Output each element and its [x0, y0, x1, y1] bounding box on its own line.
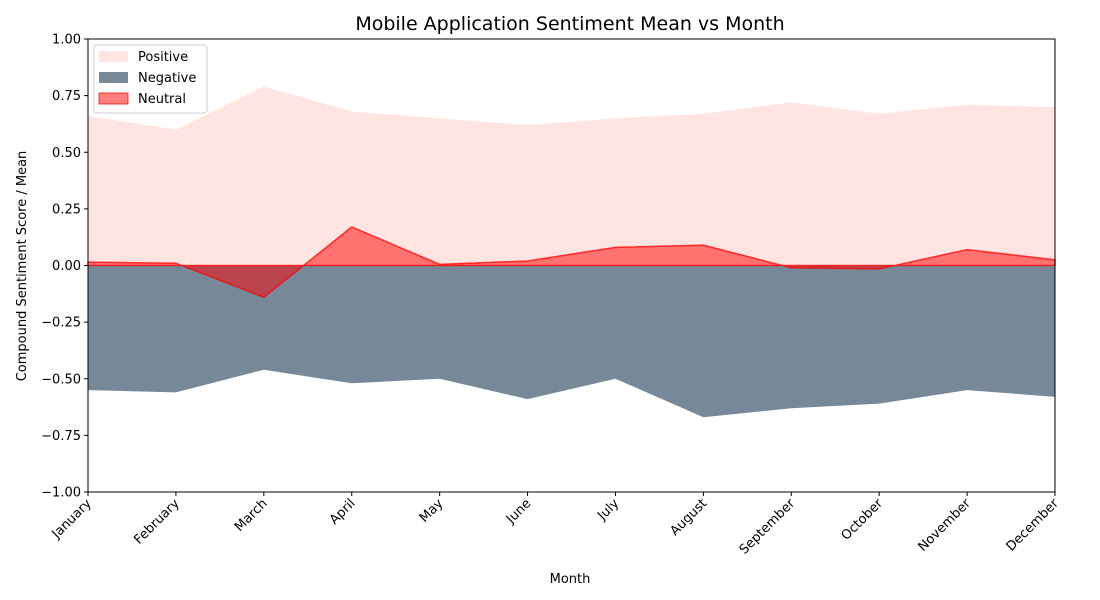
- plot-frame: [87, 38, 1056, 493]
- x-tick-label: May: [417, 496, 447, 526]
- x-tick-label: July: [594, 496, 622, 524]
- x-tick-label: August: [667, 496, 710, 539]
- x-tick-label: January: [49, 496, 95, 542]
- x-tick-label: February: [131, 496, 183, 548]
- y-axis: −1.00 −0.75 −0.50 −0.25 0.00 0.25 0.50 0.75 1.00: [41, 33, 88, 501]
- y-tick-label: −0.50: [41, 372, 81, 387]
- y-tick-label: 0.75: [52, 89, 81, 104]
- x-tick-label: April: [327, 496, 359, 528]
- x-axis: January February March April May June July Augu…: [49, 492, 1063, 558]
- legend-swatch-neutral: [98, 92, 129, 105]
- legend-label-neutral: Neutral: [138, 92, 186, 107]
- legend-label-positive: Positive: [138, 50, 188, 65]
- y-tick-label: −0.75: [41, 429, 81, 444]
- y-tick-label: 1.00: [52, 33, 81, 48]
- x-tick-label: September: [737, 496, 799, 558]
- y-tick-label: −0.25: [41, 316, 81, 331]
- y-tick-label: 0.50: [52, 146, 81, 161]
- y-axis-label: Compound Sentiment Score / Mean: [15, 151, 30, 382]
- legend: Positive Negative Neutral: [93, 44, 208, 114]
- y-tick-label: −1.00: [41, 486, 81, 501]
- legend-swatch-negative: [99, 72, 128, 83]
- plot-area: [87, 86, 1056, 418]
- x-tick-label: October: [839, 496, 887, 544]
- x-tick-label: December: [1004, 496, 1063, 555]
- x-tick-label: November: [915, 496, 974, 555]
- y-tick-label: 0.25: [52, 202, 81, 217]
- legend-swatch-positive: [99, 51, 128, 62]
- legend-label-negative: Negative: [138, 71, 196, 86]
- area-negative: [88, 265, 1055, 418]
- x-tick-label: March: [232, 496, 271, 535]
- x-tick-label: June: [503, 496, 534, 527]
- area-neutral: [87, 226, 1056, 299]
- x-axis-label: Month: [550, 572, 591, 587]
- chart-title: Mobile Application Sentiment Mean vs Mon…: [355, 13, 784, 35]
- area-positive: [88, 86, 1055, 266]
- y-tick-label: 0.00: [52, 259, 81, 274]
